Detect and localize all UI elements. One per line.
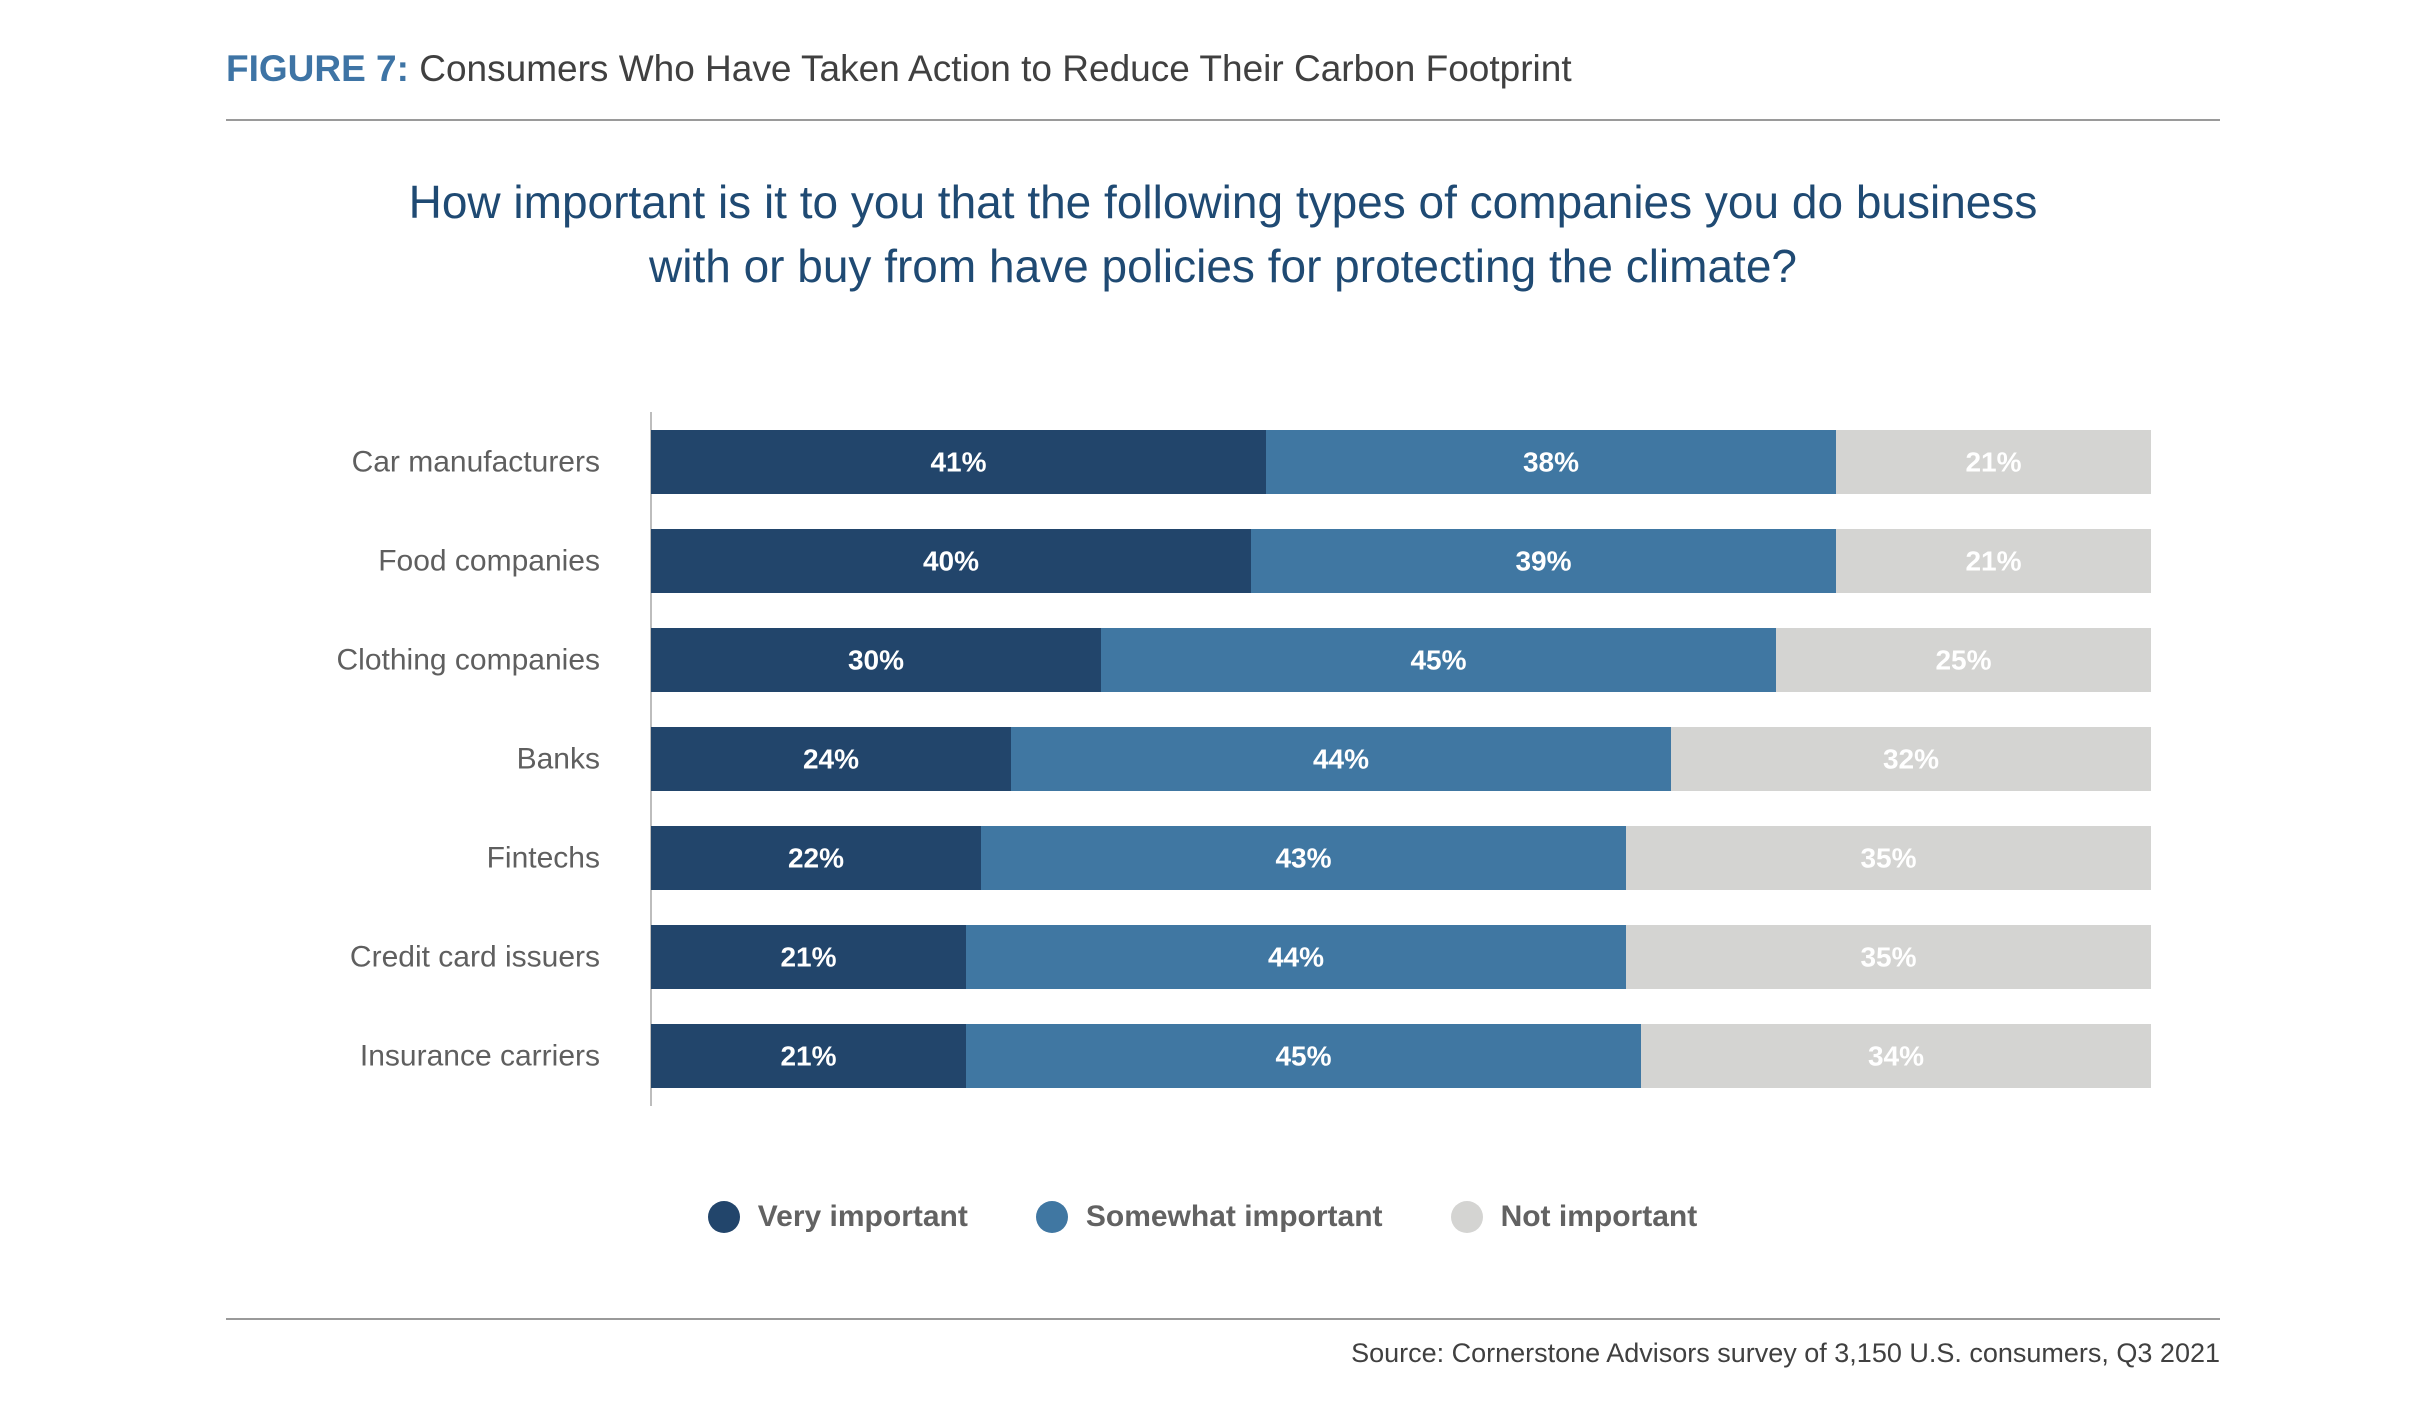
bar-very-important-banks — [651, 727, 1011, 791]
header-divider — [226, 119, 2220, 121]
bar-somewhat-important-fintechs — [981, 826, 1626, 890]
category-label-fintechs: Fintechs — [487, 842, 600, 875]
bar-very-important-car-manufacturers — [651, 430, 1266, 494]
question-line-1: How important is it to you that the foll… — [408, 176, 2038, 228]
bar-not-important-car-manufacturers — [1836, 430, 2151, 494]
figure-header: FIGURE 7: Consumers Who Have Taken Actio… — [226, 48, 1572, 90]
value-label-somewhat-important-insurance-carriers: 45% — [1275, 1041, 1331, 1072]
value-label-somewhat-important-food-companies: 39% — [1515, 546, 1571, 577]
category-label-car-manufacturers: Car manufacturers — [352, 446, 600, 479]
bar-somewhat-important-credit-card-issuers — [966, 925, 1626, 989]
legend-label-somewhat-important: Somewhat important — [1085, 1200, 1383, 1233]
value-label-somewhat-important-fintechs: 43% — [1275, 843, 1331, 874]
bar-not-important-banks — [1671, 727, 2151, 791]
bar-very-important-insurance-carriers — [651, 1024, 966, 1088]
value-label-very-important-car-manufacturers: 41% — [930, 447, 986, 478]
bar-not-important-credit-card-issuers — [1626, 925, 2151, 989]
category-label-food-companies: Food companies — [378, 545, 600, 578]
chart-question: How important is it to you that the foll… — [226, 170, 2220, 298]
value-label-very-important-banks: 24% — [803, 744, 859, 775]
value-label-not-important-banks: 32% — [1883, 744, 1939, 775]
value-label-not-important-insurance-carriers: 34% — [1868, 1041, 1924, 1072]
value-label-not-important-car-manufacturers: 21% — [1965, 447, 2021, 478]
bar-not-important-food-companies — [1836, 529, 2151, 593]
bar-somewhat-important-banks — [1011, 727, 1671, 791]
legend-item-very-important: Very important — [707, 1200, 968, 1234]
figure-label: FIGURE 7: — [226, 48, 409, 89]
value-label-very-important-food-companies: 40% — [923, 546, 979, 577]
question-line-2: with or buy from have policies for prote… — [649, 240, 1797, 292]
legend-dot-somewhat-icon — [1035, 1201, 1068, 1233]
value-label-somewhat-important-banks: 44% — [1313, 744, 1369, 775]
category-label-banks: Banks — [517, 743, 600, 776]
value-label-very-important-clothing-companies: 30% — [848, 645, 904, 676]
figure-title: Consumers Who Have Taken Action to Reduc… — [419, 48, 1572, 89]
value-label-not-important-food-companies: 21% — [1965, 546, 2021, 577]
legend-label-not-important: Not important — [1500, 1200, 1698, 1233]
chart-legend: Very important Somewhat important Not im… — [0, 1200, 2413, 1234]
value-label-not-important-credit-card-issuers: 35% — [1860, 942, 1916, 973]
bar-very-important-food-companies — [651, 529, 1251, 593]
category-label-clothing-companies: Clothing companies — [337, 644, 600, 677]
bar-not-important-insurance-carriers — [1641, 1024, 2151, 1088]
bar-somewhat-important-clothing-companies — [1101, 628, 1776, 692]
bar-very-important-clothing-companies — [651, 628, 1101, 692]
value-label-somewhat-important-credit-card-issuers: 44% — [1268, 942, 1324, 973]
value-label-not-important-clothing-companies: 25% — [1935, 645, 1991, 676]
bar-not-important-clothing-companies — [1776, 628, 2151, 692]
category-label-insurance-carriers: Insurance carriers — [360, 1040, 600, 1073]
legend-dot-not-icon — [1450, 1201, 1483, 1233]
bar-somewhat-important-insurance-carriers — [966, 1024, 1641, 1088]
footer-divider — [226, 1318, 2220, 1320]
bar-somewhat-important-car-manufacturers — [1266, 430, 1836, 494]
category-label-credit-card-issuers: Credit card issuers — [350, 941, 600, 974]
bar-somewhat-important-food-companies — [1251, 529, 1836, 593]
value-label-very-important-fintechs: 22% — [788, 843, 844, 874]
value-label-very-important-credit-card-issuers: 21% — [780, 942, 836, 973]
value-label-somewhat-important-car-manufacturers: 38% — [1523, 447, 1579, 478]
legend-item-not-important: Not important — [1450, 1200, 1698, 1234]
bar-very-important-credit-card-issuers — [651, 925, 966, 989]
bar-not-important-fintechs — [1626, 826, 2151, 890]
value-label-very-important-insurance-carriers: 21% — [780, 1041, 836, 1072]
legend-item-somewhat-important: Somewhat important — [1035, 1200, 1383, 1234]
legend-dot-very-icon — [707, 1201, 740, 1233]
value-label-not-important-fintechs: 35% — [1860, 843, 1916, 874]
value-label-somewhat-important-clothing-companies: 45% — [1410, 645, 1466, 676]
source-note: Source: Cornerstone Advisors survey of 3… — [1351, 1338, 2220, 1368]
legend-label-very-important: Very important — [757, 1200, 968, 1233]
bar-very-important-fintechs — [651, 826, 981, 890]
